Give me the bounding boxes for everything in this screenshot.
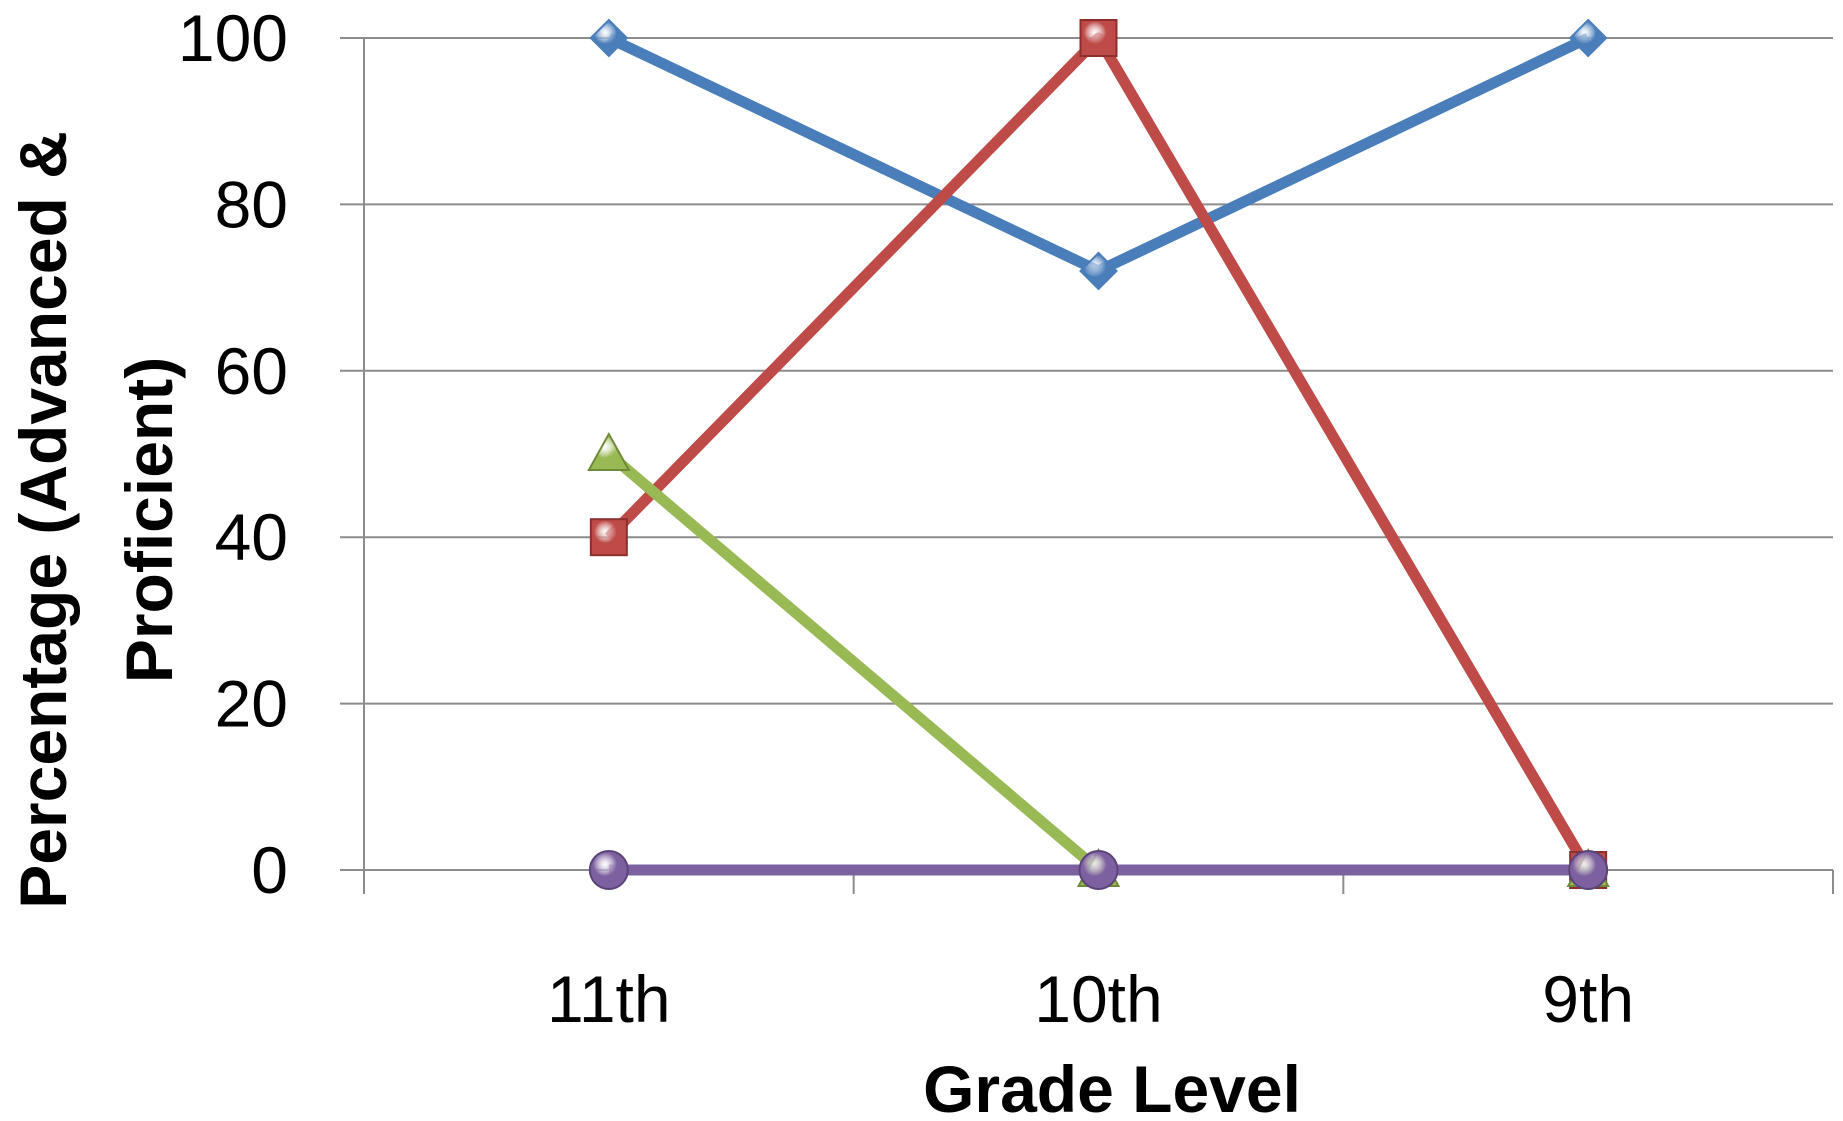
- y-axis-title-line-1: Percentage (Advanced &: [6, 131, 80, 909]
- y-tick-label: 100: [178, 1, 288, 75]
- series-4-point: [588, 850, 629, 890]
- series-1-point: [589, 18, 629, 58]
- y-tick-label: 0: [251, 833, 288, 907]
- axes: [340, 37, 1834, 894]
- series-2-point: [1079, 19, 1118, 57]
- series-markers: [587, 18, 1610, 890]
- series-4-point: [1568, 850, 1609, 890]
- series-lines: [604, 32, 1593, 876]
- series-3-point: [587, 431, 631, 471]
- y-tick-label: 60: [215, 334, 288, 408]
- x-axis-title: Grade Level: [923, 1052, 1301, 1121]
- series-4-point: [1078, 850, 1119, 890]
- series-line-2: [604, 32, 1593, 873]
- gridlines: [364, 37, 1833, 705]
- y-axis-title-line-2: Proficient): [112, 357, 186, 683]
- x-tick-labels: 11th 10th 9th: [547, 962, 1634, 1036]
- y-tick-label: 20: [215, 667, 288, 741]
- y-tick-labels: 0 20 40 60 80 100: [178, 1, 288, 907]
- x-tick-label: 11th: [547, 962, 671, 1036]
- series-line-3: [605, 449, 1589, 876]
- series-1-point: [1568, 18, 1608, 58]
- x-tick-label: 9th: [1542, 962, 1634, 1036]
- series-line-1: [606, 33, 1591, 277]
- y-axis-title: Percentage (Advanced & Proficient): [6, 131, 186, 909]
- series-1-point: [1079, 251, 1118, 291]
- series-2-point: [589, 518, 628, 557]
- y-tick-label: 40: [215, 500, 288, 574]
- y-tick-label: 80: [215, 167, 288, 241]
- x-tick-label: 10th: [1034, 962, 1162, 1036]
